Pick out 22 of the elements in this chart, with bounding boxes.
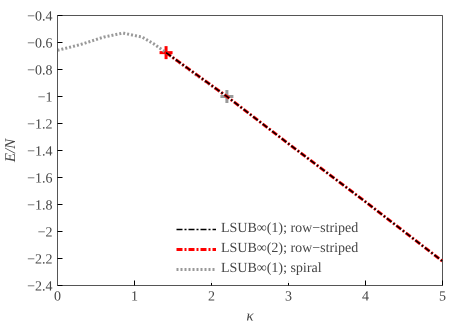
- x-tick-label: 4: [362, 290, 369, 304]
- y-tick-label: −2: [38, 226, 53, 240]
- legend-label: LSUB∞(1); row−striped: [221, 221, 358, 237]
- y-axis-title: E/N: [3, 138, 20, 164]
- y-tick-label: −1.2: [27, 118, 53, 132]
- x-tick-label: 0: [54, 290, 61, 304]
- x-tick-label: 2: [208, 290, 215, 304]
- y-tick-label: −0.8: [27, 64, 53, 78]
- legend-label: LSUB∞(1); spiral: [221, 261, 322, 277]
- x-tick-label: 3: [285, 290, 292, 304]
- legend-label: LSUB∞(2); row−striped: [221, 241, 358, 257]
- y-tick-label: −1: [38, 90, 53, 106]
- x-tick-label: 5: [439, 290, 446, 304]
- y-tick-label: −1.4: [27, 144, 53, 160]
- y-tick-label: −0.6: [27, 36, 53, 52]
- y-tick-label: −2.4: [27, 280, 53, 294]
- x-tick-label: 1: [131, 290, 138, 304]
- y-tick-label: −1.8: [27, 198, 53, 214]
- y-tick-label: −1.6: [27, 172, 53, 186]
- y-tick-label: −2.2: [27, 252, 53, 268]
- y-tick-label: −0.4: [27, 10, 53, 24]
- x-axis-title: κ: [246, 308, 254, 324]
